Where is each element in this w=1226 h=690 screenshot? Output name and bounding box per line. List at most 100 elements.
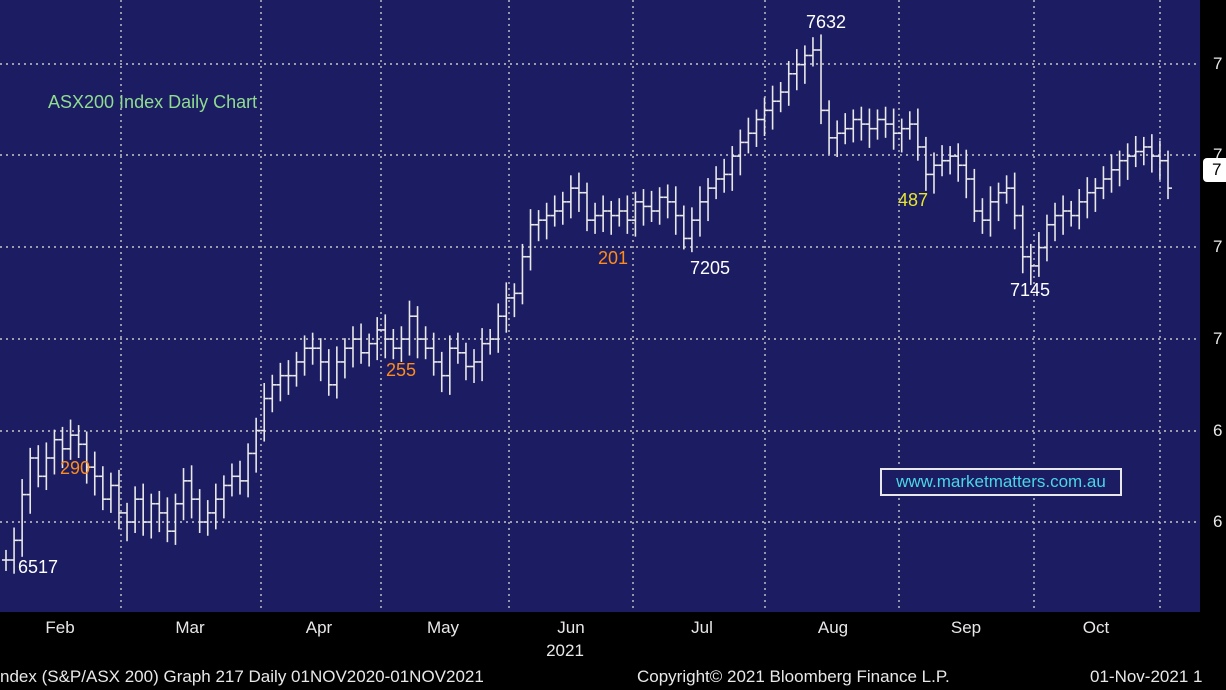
price-bar (534, 210, 543, 242)
price-bar (712, 166, 721, 200)
price-bar (171, 493, 180, 545)
price-bar (332, 346, 341, 399)
price-bar (66, 419, 75, 460)
price-bar (381, 314, 390, 359)
x-tick-label-oct: Oct (1082, 618, 1110, 637)
price-bar (42, 442, 51, 491)
price-bar (98, 466, 107, 511)
y-tick-label: 7 (1213, 145, 1223, 164)
annotation-7205: 7205 (690, 258, 731, 278)
price-bar (106, 472, 115, 513)
price-bar (938, 145, 947, 177)
price-bar (599, 195, 608, 233)
price-bar (58, 426, 67, 469)
price-bar (1010, 172, 1019, 230)
last-price-tag: 7 (1203, 158, 1226, 182)
price-bar (550, 195, 559, 227)
price-bar (10, 527, 19, 574)
price-bar (1155, 140, 1164, 180)
price-bar (1018, 205, 1027, 274)
price-bar (800, 45, 809, 84)
price-bar (905, 111, 914, 140)
price-bar (155, 490, 164, 533)
price-bar (195, 489, 204, 534)
price-bar (131, 486, 140, 534)
price-bar (1164, 150, 1172, 200)
price-bar (1002, 175, 1011, 204)
x-tick-label-jun: Jun (557, 618, 585, 637)
price-bar (526, 209, 535, 271)
price-bar (357, 323, 366, 364)
price-bar (962, 149, 971, 199)
price-bar (607, 200, 616, 235)
price-bar (470, 349, 479, 383)
price-bar (413, 306, 422, 359)
price-bar (671, 186, 680, 235)
price-bar (276, 362, 285, 402)
price-bar (679, 205, 688, 250)
x-tick-label-mar: Mar (175, 618, 205, 637)
watermark-link[interactable]: www.marketmatters.com.au (880, 468, 1122, 496)
price-bar (1123, 143, 1132, 180)
price-bar (227, 463, 236, 497)
price-bar (623, 195, 632, 234)
annotation-7632: 7632 (806, 12, 847, 32)
annotation-290: 290 (60, 458, 91, 478)
price-bar (123, 502, 132, 542)
annotation-201: 201 (598, 248, 629, 268)
price-bar (881, 106, 890, 138)
price-bar (1059, 195, 1068, 235)
price-bar (26, 447, 35, 514)
price-bar (114, 469, 123, 530)
price-bar (74, 425, 83, 458)
price-bar (720, 158, 729, 193)
price-bar (421, 326, 430, 360)
price-bar (929, 152, 938, 194)
x-tick-label-jul: Jul (691, 618, 713, 637)
price-bar (865, 108, 874, 148)
price-bar (817, 34, 826, 125)
price-bar (179, 468, 188, 521)
price-bar (437, 351, 446, 393)
price-bar (889, 108, 898, 150)
price-bar (236, 460, 245, 495)
annotation-6517: 6517 (18, 557, 59, 577)
price-bar (591, 202, 600, 234)
y-tick-label: 7 (1213, 237, 1223, 256)
price-bar (873, 109, 882, 140)
price-bar (348, 326, 357, 368)
price-bar (1051, 202, 1060, 242)
price-bar (461, 342, 470, 381)
price-bar (954, 143, 963, 182)
price-bar (203, 500, 212, 536)
price-bar (857, 106, 866, 141)
price-bar (970, 168, 979, 222)
price-bar (1083, 177, 1092, 219)
price-bar (244, 443, 253, 498)
price-bar (1042, 214, 1051, 262)
y-tick-label: 6 (1213, 421, 1223, 440)
price-bar (687, 207, 696, 253)
price-bar (187, 465, 196, 519)
price-bar (1115, 150, 1124, 187)
price-bar (389, 329, 398, 360)
x-tick-label-feb: Feb (45, 618, 75, 637)
x-tick-label-may: May (426, 618, 460, 637)
price-bar (752, 109, 761, 147)
price-bar (1147, 134, 1156, 173)
price-bar (849, 109, 858, 143)
price-bar (792, 49, 801, 91)
price-chart (0, 0, 1207, 612)
price-bar (219, 475, 228, 519)
price-bar (833, 120, 842, 158)
annotation-7145: 7145 (1010, 280, 1051, 300)
price-bar (1026, 243, 1035, 286)
price-bar (994, 182, 1003, 222)
price-bar (2, 549, 10, 571)
price-bar (728, 146, 737, 191)
price-bar (365, 333, 374, 367)
price-bar (518, 243, 527, 305)
price-bar (776, 82, 785, 113)
price-bar (1091, 178, 1100, 212)
price-bar (284, 360, 293, 395)
